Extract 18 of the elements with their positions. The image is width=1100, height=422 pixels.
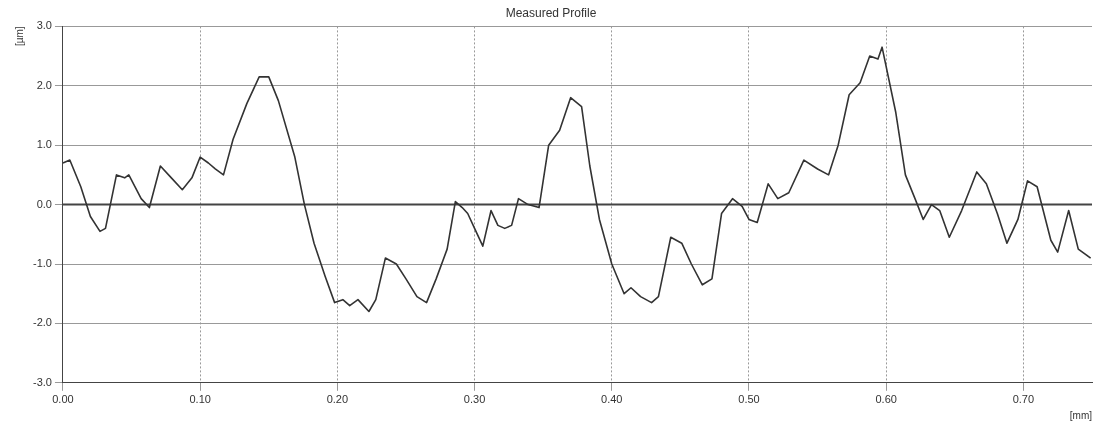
x-tick-label: 0.10 xyxy=(189,393,211,406)
y-tick-label: -3.0 xyxy=(32,375,52,388)
x-tick-label: 0.30 xyxy=(463,393,486,406)
y-tick-label: -2.0 xyxy=(32,316,52,329)
x-tick-label: 0.60 xyxy=(875,393,897,406)
x-tick-label: 0.70 xyxy=(1012,393,1035,406)
x-tick-label: 0.50 xyxy=(738,393,760,406)
x-tick-label: 0.40 xyxy=(601,393,623,406)
x-tick-label: 0.00 xyxy=(52,393,74,406)
x-tick-label: 0.20 xyxy=(326,393,349,406)
y-tick-label: 1.0 xyxy=(36,138,52,151)
x-axis-title: [mm] xyxy=(1069,409,1093,421)
y-tick-label: 3.0 xyxy=(36,19,52,32)
chart-title: Measured Profile xyxy=(505,5,597,20)
y-axis-title: [µm] xyxy=(13,26,25,47)
y-tick-label: 2.0 xyxy=(36,78,52,91)
y-tick-label: -1.0 xyxy=(32,257,52,270)
y-tick-label: 0.0 xyxy=(36,197,52,210)
